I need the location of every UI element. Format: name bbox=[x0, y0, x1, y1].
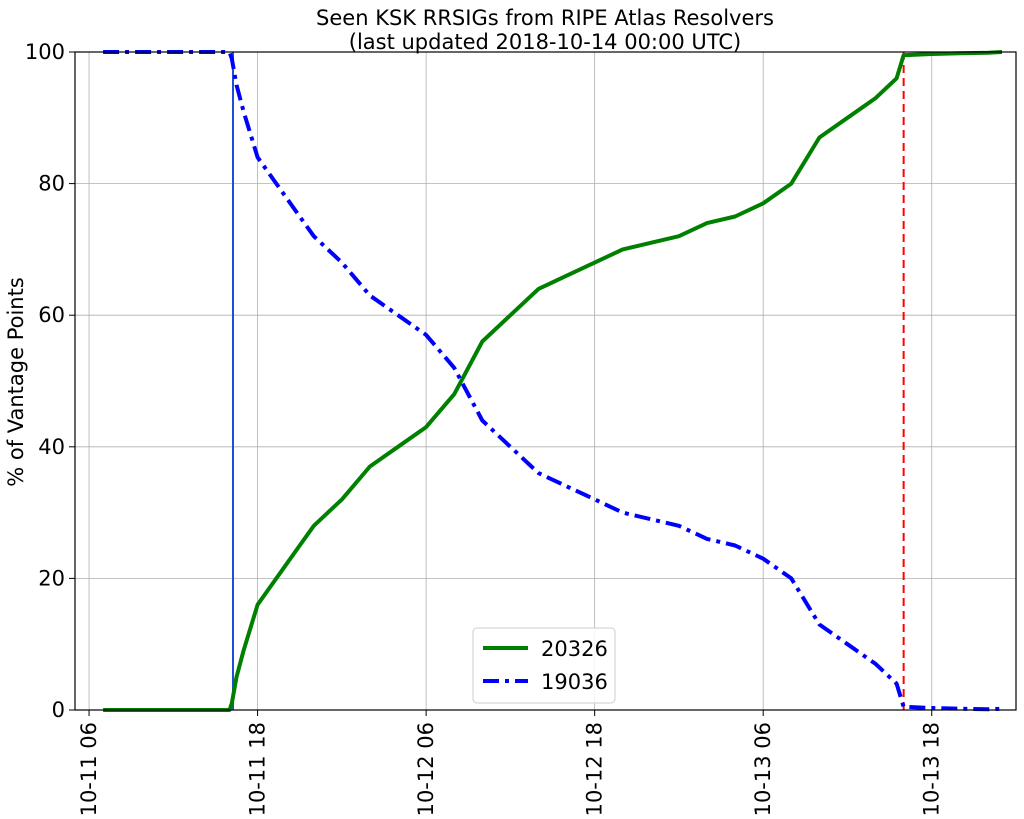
plot-frame bbox=[74, 51, 1017, 711]
y-axis-ticks: 0 20 40 60 80 100 bbox=[25, 40, 75, 722]
x-axis-ticks: 10-11 06 10-11 18 10-12 06 10-12 18 10-13 06… bbox=[77, 710, 944, 816]
series-line-20326 bbox=[103, 50, 1003, 712]
x-tick-label: 10-13 06 bbox=[751, 722, 775, 816]
x-tick-label: 10-11 06 bbox=[77, 722, 101, 816]
x-tick-label: 10-12 06 bbox=[414, 722, 438, 816]
legend-label-19036: 19036 bbox=[541, 670, 608, 694]
y-tick-label: 60 bbox=[38, 303, 65, 327]
x-tick-label: 10-12 18 bbox=[583, 722, 607, 816]
vertical-markers bbox=[232, 52, 905, 710]
chart-subtitle: (last updated 2018-10-14 00:00 UTC) bbox=[349, 30, 741, 54]
chart-title: Seen KSK RRSIGs from RIPE Atlas Resolver… bbox=[316, 6, 774, 30]
legend-label-20326: 20326 bbox=[541, 637, 608, 661]
x-tick-label: 10-13 18 bbox=[920, 722, 944, 816]
series-line-19036 bbox=[103, 50, 1003, 712]
y-tick-label: 100 bbox=[25, 40, 65, 64]
y-tick-label: 80 bbox=[38, 172, 65, 196]
legend: 20326 19036 bbox=[472, 627, 616, 704]
grid bbox=[75, 51, 1016, 711]
y-tick-label: 40 bbox=[38, 435, 65, 459]
y-tick-label: 0 bbox=[52, 698, 65, 722]
series-lines bbox=[103, 50, 1003, 712]
y-axis-label: % of Vantage Points bbox=[4, 277, 28, 487]
x-tick-label: 10-11 18 bbox=[246, 722, 270, 816]
y-tick-label: 20 bbox=[38, 566, 65, 590]
